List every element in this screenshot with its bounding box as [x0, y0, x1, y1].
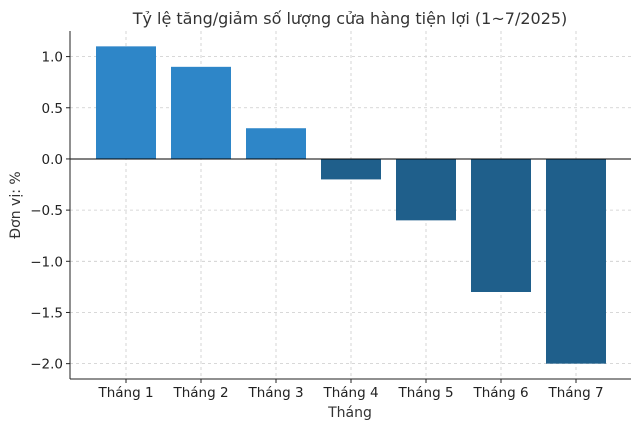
bar-1 [96, 46, 156, 159]
tick-labels: 1.0 0.5 0.0 −0.5 −1.0 −1.5 −2.0 Tháng 1 Tháng 2 T… [30, 50, 603, 401]
y-tick-label: −1.0 [30, 254, 63, 270]
x-tick-label: Tháng 4 [322, 385, 378, 401]
bar-7 [546, 158, 606, 364]
chart-title: Tỷ lệ tăng/giảm số lượng cửa hàng tiện l… [132, 9, 568, 28]
y-axis-label: Đơn vị: % [8, 171, 24, 238]
x-tick-label: Tháng 3 [247, 385, 303, 401]
bar-2 [171, 66, 231, 159]
bar-4 [321, 158, 381, 180]
x-tick-label: Tháng 6 [472, 385, 528, 401]
y-tick-label: −0.5 [30, 203, 63, 219]
x-axis-label: Tháng [327, 405, 372, 421]
bars [96, 46, 606, 364]
x-tick-label: Tháng 7 [547, 385, 603, 401]
y-tick-label: −2.0 [30, 357, 63, 373]
x-tick-label: Tháng 1 [97, 385, 153, 401]
bar-6 [471, 158, 531, 292]
axes [66, 31, 631, 383]
x-tick-label: Tháng 2 [172, 385, 228, 401]
y-tick-label: 0.5 [42, 101, 63, 117]
bar-5 [396, 158, 456, 221]
y-tick-label: −1.5 [30, 305, 63, 321]
bar-3 [246, 128, 306, 159]
x-tick-label: Tháng 5 [397, 385, 453, 401]
y-tick-label: 1.0 [42, 50, 63, 66]
y-tick-label: 0.0 [42, 152, 63, 168]
